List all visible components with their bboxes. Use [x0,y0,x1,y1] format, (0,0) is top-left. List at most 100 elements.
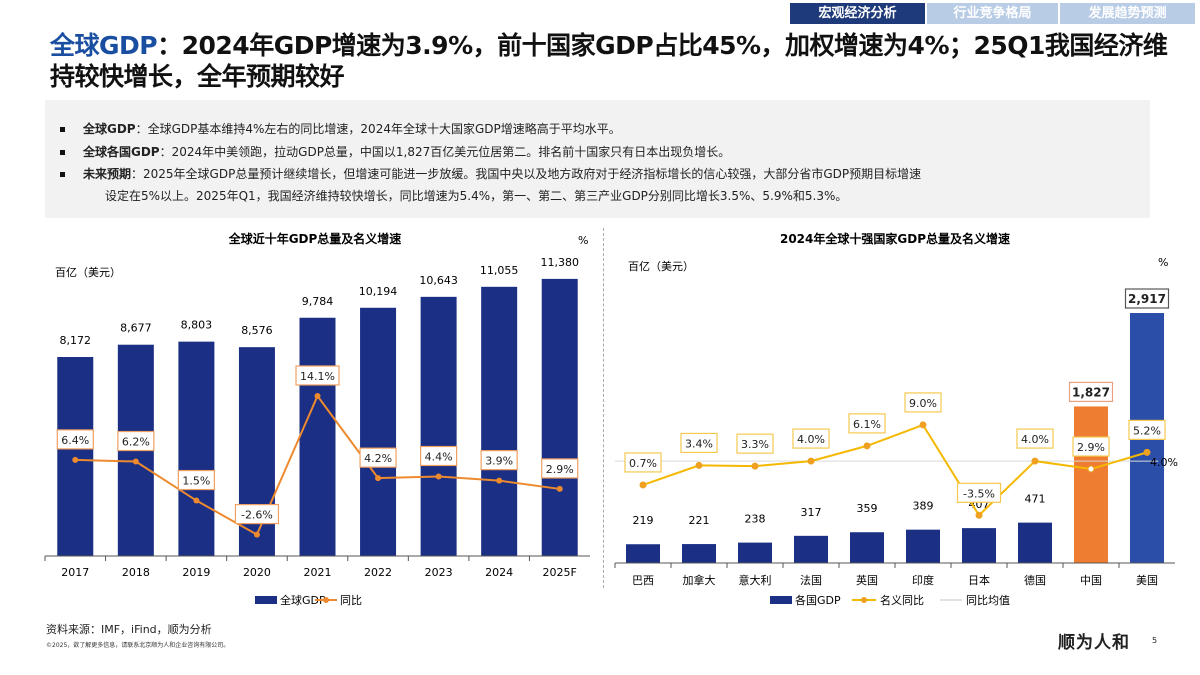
bullet-text: ：全球GDP基本维持4%左右的同比增速，2024年全球十大国家GDP增速略高于平… [135,122,621,136]
title-text: ：2024年GDP增速为3.9%，前十国家GDP占比45%，加权增速为4%；25… [50,31,1168,91]
x-tick-label: 印度 [912,573,934,587]
x-tick-label: 意大利 [739,573,772,587]
bar-value-label: 10,194 [359,285,398,298]
bar-gdp [541,278,578,556]
bar-value-label: 2,917 [1128,292,1166,306]
page-title: 全球GDP：2024年GDP增速为3.9%，前十国家GDP占比45%，加权增速为… [50,30,1170,92]
x-tick-label: 2024 [485,566,513,579]
y-axis-label-left: 百亿（美元） [628,260,694,273]
company-logo: 顺为人和 [1058,633,1130,653]
line-value-label: -2.6% [241,509,273,522]
bar-value-label: 11,380 [540,256,579,269]
summary-bullet: 全球各国GDP：2024年中美领跑，拉动GDP总量，中国以1,827百亿美元位居… [60,141,730,163]
bar-gdp [962,528,996,563]
line-value-label-box [117,430,155,452]
y-axis-label-right: % [578,234,588,247]
bar-gdp [57,357,94,556]
bar-value-label: 359 [857,502,878,515]
x-tick-label: 英国 [856,573,878,587]
x-tick-label: 日本 [968,573,990,587]
line-value-label: -3.5% [963,487,995,500]
legend-swatch-gdp [770,596,792,604]
bar-value-label: 8,677 [120,322,152,335]
summary-bullet: 全球GDP：全球GDP基本维持4%左右的同比增速，2024年全球十大国家GDP增… [60,118,621,140]
bar-value-label: 238 [745,513,766,526]
line-point [751,462,759,470]
legend-marker [861,597,867,603]
line-point [556,485,563,492]
tab-industry-competition[interactable]: 行业竞争格局 [927,3,1058,24]
line-value-label: 4.2% [364,452,392,465]
bar-gdp [850,532,884,563]
line-value-label: 2.9% [546,463,574,476]
bar-value-label-box [1124,288,1170,309]
bar-gdp [178,341,215,556]
line-value-label: 9.0% [909,397,937,410]
x-tick-label: 2020 [243,566,271,579]
legend-label: 同比均值 [966,594,1010,607]
line-point [314,392,321,399]
legend-marker [323,597,329,603]
bar-value-label: 8,803 [181,319,213,332]
bar-gdp [420,296,457,556]
line-point [1143,448,1151,456]
x-tick-label: 巴西 [632,574,654,587]
x-tick-label: 2022 [364,566,392,579]
line-value-label: 2.9% [1077,441,1105,454]
legend-swatch-gdp [255,596,277,604]
x-tick-label: 2025F [543,566,577,579]
bar-gdp [238,347,275,556]
line-value-label: 3.3% [741,438,769,451]
bar-value-label: 1,827 [1072,385,1110,399]
line-value-label-box [792,428,830,449]
chart-divider [603,228,604,588]
line-value-label-box [420,445,458,467]
bar-gdp [1074,406,1108,563]
legend-label: 名义同比 [880,593,924,607]
bar-value-label: 11,055 [480,264,519,277]
line-point [132,458,139,465]
chart-title: 2024年全球十强国家GDP总量及名义增速 [780,231,1010,246]
tab-trend-forecast[interactable]: 发展趋势预测 [1060,3,1195,24]
line-value-label: 14.1% [300,370,335,383]
bar-gdp [481,286,518,556]
line-value-label: 0.7% [629,457,657,470]
x-tick-label: 2023 [425,566,453,579]
legend-label: 各国GDP [795,593,841,607]
bullet-icon [60,172,65,177]
legend-label: 同比 [340,594,362,607]
line-value-label-box [541,458,579,479]
line-value-label-box [177,469,215,491]
line-point [639,481,647,489]
bar-gdp [299,317,336,556]
bullet-label: 全球各国GDP [83,145,160,159]
bullet-text: ：2024年中美领跑，拉动GDP总量，中国以1,827百亿美元位居第二。排名前十… [159,145,731,159]
title-highlight: 全球GDP [50,31,158,60]
line-point [807,457,815,465]
line-point [435,473,442,480]
line-point [72,456,79,463]
y-axis-label-left: 百亿（美元） [55,266,121,279]
line-value-label: 4.0% [797,433,825,446]
page-number: 5 [1152,636,1158,645]
bullet-icon [60,127,65,132]
tab-macro-economy[interactable]: 宏观经济分析 [790,3,925,24]
line-value-label: 4.0% [1021,433,1049,446]
line-value-label: 3.9% [485,455,513,468]
line-point [496,477,503,484]
line-point [375,475,382,482]
line-value-label-box [848,413,886,434]
line-value-label-box [359,447,397,468]
line-point [253,531,260,538]
line-point [695,461,703,469]
bullet-label: 全球GDP [83,122,136,136]
line-value-label: 6.2% [122,436,150,449]
x-tick-label: 2021 [304,566,332,579]
chart-title: 全球近十年GDP总量及名义增速 [228,231,402,246]
legend-label: 全球GDP [280,593,326,607]
summary-bullet: 未来预期：2025年全球GDP总量预计继续增长，但增速可能进一步放缓。我国中央以… [60,163,921,185]
bullet-label: 未来预期 [83,167,132,181]
x-tick-label: 2018 [122,566,150,579]
line-value-label: 6.1% [853,418,881,431]
line-value-label: 4.4% [425,450,453,463]
